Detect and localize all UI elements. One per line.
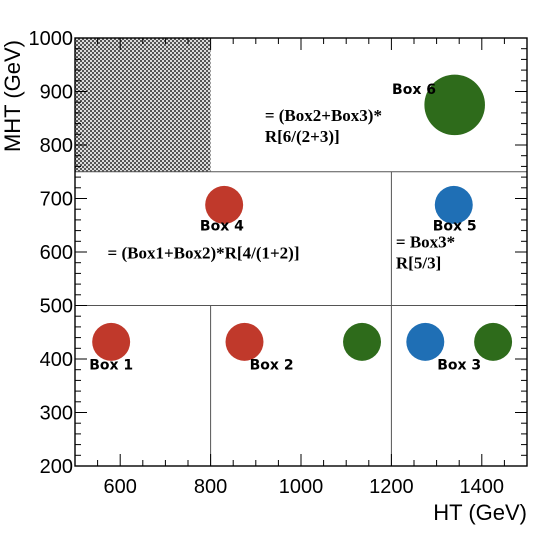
box-label-2: Box 2 — [250, 358, 294, 374]
y-tick-label: 500 — [40, 296, 73, 318]
y-tick-label: 300 — [40, 403, 73, 425]
x-axis-title: HT (GeV) — [433, 500, 527, 525]
y-axis-title: MHT (GeV) — [0, 40, 25, 152]
formula-2: = (Box1+Box2)*R[4/(1+2)] — [108, 243, 300, 262]
formula-1-line-2: R[6/(2+3)] — [265, 127, 340, 146]
formula-2-line-1: = (Box1+Box2)*R[4/(1+2)] — [108, 243, 300, 262]
y-tick-label: 1000 — [29, 28, 74, 50]
x-tick-label: 600 — [104, 476, 137, 498]
formula-1: = (Box2+Box3)* R[6/(2+3)] — [265, 106, 382, 146]
circle-1 — [92, 323, 130, 361]
y-tick-label: 400 — [40, 349, 73, 371]
hatched-region — [75, 38, 211, 172]
box-label-1: Box 1 — [89, 358, 133, 374]
formula-3-line-1: = Box3* — [396, 233, 455, 252]
circle-3 — [343, 323, 381, 361]
y-tick-label: 200 — [40, 456, 73, 478]
circle-2 — [226, 323, 264, 361]
circle-4 — [406, 323, 444, 361]
circle-5 — [474, 323, 512, 361]
box-label-6: Box 6 — [392, 82, 436, 98]
y-tick-label: 800 — [40, 135, 73, 157]
y-tick-label: 700 — [40, 189, 73, 211]
x-tick-label: 1000 — [279, 476, 324, 498]
y-tick-label: 600 — [40, 242, 73, 264]
x-tick-label: 1200 — [369, 476, 414, 498]
x-tick-label: 1400 — [460, 476, 505, 498]
x-tick-label: 800 — [194, 476, 227, 498]
box-label-3: Box 3 — [437, 358, 481, 374]
formula-3-line-2: R[5/3] — [396, 254, 441, 273]
formula-1-line-1: = (Box2+Box3)* — [265, 106, 382, 125]
box-label-4: Box 4 — [200, 219, 244, 235]
y-tick-label: 900 — [40, 82, 73, 104]
formula-3: = Box3* R[5/3] — [396, 233, 455, 273]
